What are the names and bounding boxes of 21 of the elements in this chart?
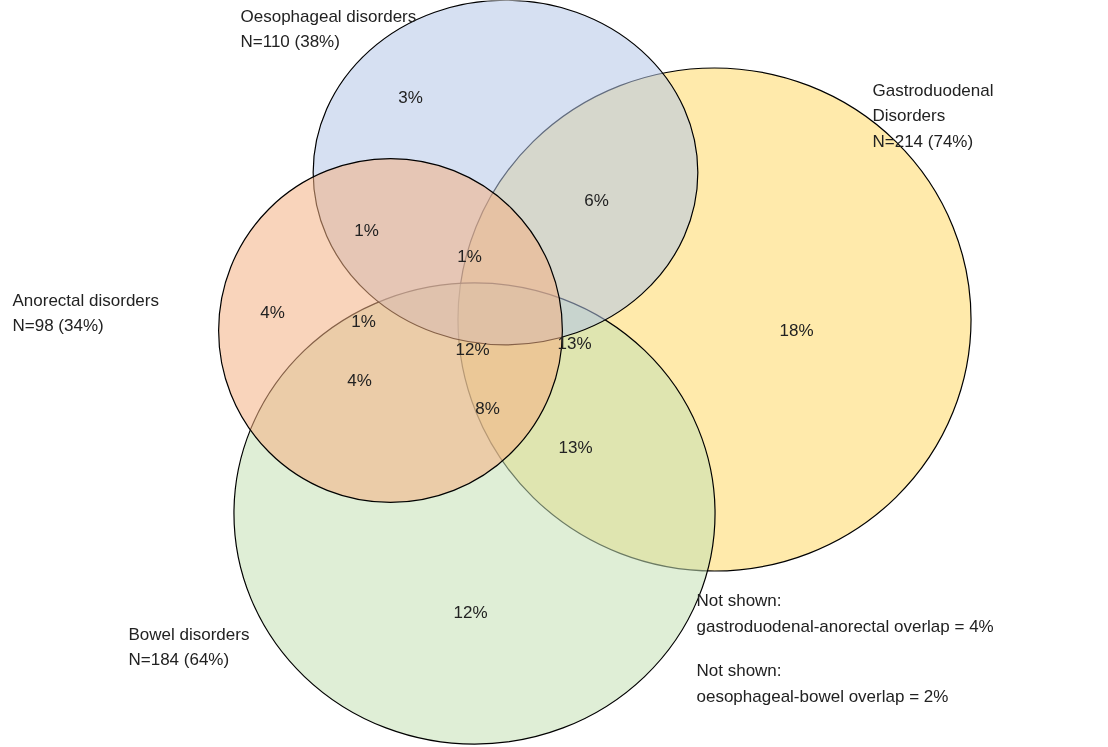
- text: 1%: [354, 221, 379, 240]
- text: 8%: [475, 399, 500, 418]
- text: 1%: [457, 247, 482, 266]
- text: 3%: [398, 88, 423, 107]
- text: 13%: [558, 438, 593, 457]
- category-label: Oesophageal disorders: [240, 6, 417, 26]
- category-label: Anorectal disorders: [12, 290, 159, 310]
- text: Not shown: gastroduodenal-anorectal overlap = 4%: [696, 590, 994, 637]
- data-label: N=98 (34%): [12, 316, 104, 336]
- category-label: Bowel disorders: [128, 624, 250, 644]
- text: 6%: [584, 191, 609, 210]
- text: 4%: [347, 371, 372, 390]
- text: 12%: [453, 603, 488, 622]
- text: Not shown: oesophageal-bowel overlap = 2%: [696, 660, 949, 707]
- text: 12%: [455, 340, 490, 359]
- category-label: Gastroduodenal Disorders: [872, 80, 994, 126]
- data-label: N=110 (38%): [240, 32, 340, 52]
- text: 1%: [351, 312, 376, 331]
- text: 18%: [779, 321, 814, 340]
- text: 4%: [260, 303, 285, 322]
- data-label: N=184 (64%): [128, 650, 230, 670]
